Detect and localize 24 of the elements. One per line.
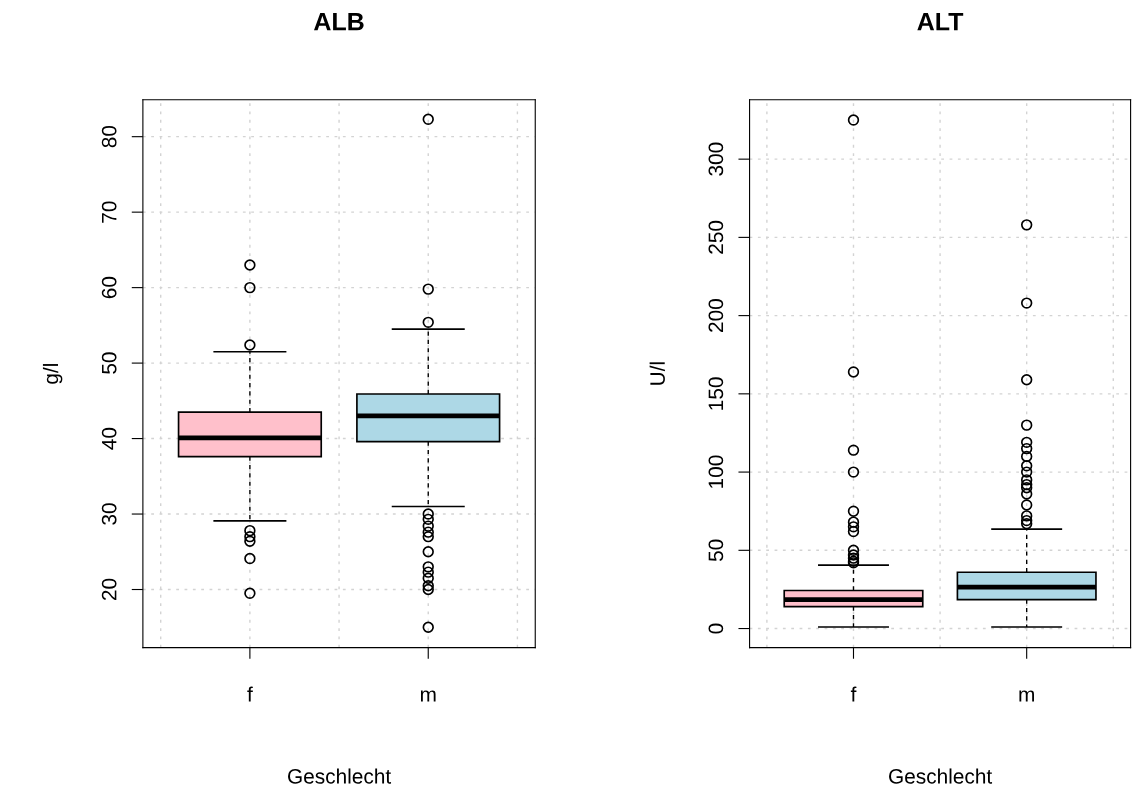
y-tick-label: 60 — [101, 276, 117, 299]
y-tick-label: 200 — [708, 299, 724, 332]
x-tick-label: f — [850, 686, 857, 702]
y-tick-label: 0 — [708, 623, 724, 634]
x-axis-title: Geschlecht — [288, 768, 392, 784]
y-tick-label: 100 — [708, 455, 724, 488]
x-tick-label: f — [247, 686, 253, 702]
y-tick-label: 30 — [101, 503, 117, 525]
y-tick-label: 80 — [101, 125, 117, 148]
y-tick-label: 50 — [101, 352, 117, 374]
chart-title: ALT — [917, 13, 964, 31]
y-tick-label: 40 — [101, 427, 117, 450]
y-tick-label: 150 — [708, 377, 724, 410]
chart-title: ALB — [314, 13, 364, 31]
y-axis-title: U/l — [649, 362, 665, 385]
y-axis-title: g/l — [42, 364, 63, 384]
y-tick-label: 300 — [708, 142, 724, 176]
y-tick-label: 20 — [101, 578, 117, 601]
y-tick-label: 250 — [708, 220, 724, 254]
x-tick-label: m — [420, 690, 436, 702]
x-tick-label: m — [1019, 690, 1034, 702]
y-tick-label: 50 — [708, 539, 724, 562]
y-tick-label: 70 — [101, 201, 117, 223]
x-axis-title: Geschlecht — [889, 768, 993, 784]
